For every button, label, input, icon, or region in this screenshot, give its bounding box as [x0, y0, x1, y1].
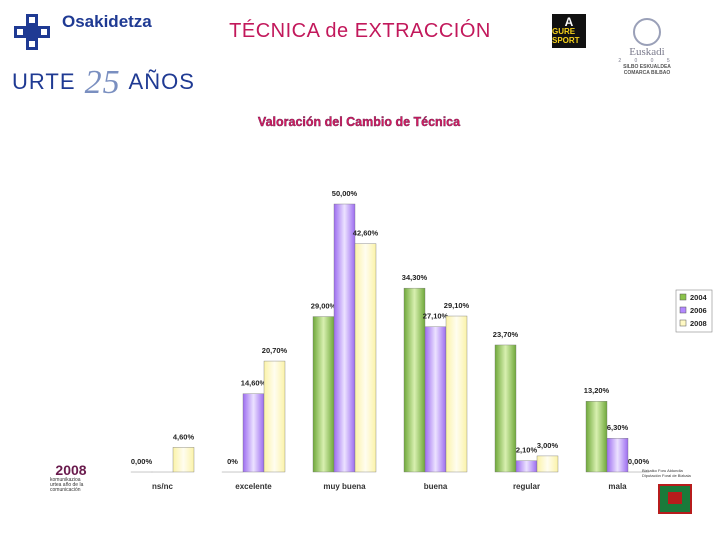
- data-label: 23,70%: [493, 330, 519, 339]
- bar-2008-0: [172, 447, 195, 473]
- urte-suffix: AÑOS: [128, 69, 195, 94]
- data-label: 42,60%: [353, 229, 379, 238]
- data-label: 50,00%: [332, 189, 358, 198]
- x-tick-label: ns/nc: [152, 482, 173, 491]
- euskadi-digits: 2 0 0 5: [618, 58, 676, 64]
- bar-2006-5: [606, 438, 629, 473]
- sport-badge-logo: A GURE SPORT: [552, 14, 586, 48]
- data-label: 0%: [227, 457, 238, 466]
- year-logo-text: komunikazioa urtea año de la comunicació…: [50, 477, 84, 493]
- chart-title: Valoración del Cambio de Técnica: [258, 115, 461, 129]
- org-name: Osakidetza: [62, 12, 152, 31]
- x-tick-label: buena: [424, 482, 448, 491]
- year-logo-number: 2008: [55, 462, 87, 478]
- anniversary-label: URTE 25 AÑOS: [12, 60, 195, 101]
- data-label: 14,60%: [241, 379, 267, 388]
- urte-prefix: URTE: [12, 69, 76, 94]
- euskadi-line1: SILBO ESKUALDEA: [623, 64, 671, 70]
- data-label: 0,00%: [628, 457, 650, 466]
- legend-label-2006: 2006: [690, 306, 707, 315]
- badge-text: GURE SPORT: [552, 26, 580, 45]
- legend-swatch-2004: [679, 293, 687, 301]
- urte-number: 25: [84, 64, 121, 101]
- bar-2004-2: [312, 316, 335, 473]
- legend-swatch-2006: [679, 306, 687, 314]
- bar-2006-3: [424, 326, 447, 473]
- x-tick-label: mala: [608, 482, 627, 491]
- legend-label-2004: 2004: [690, 293, 708, 302]
- bar-2004-5: [585, 401, 608, 473]
- data-label: 6,30%: [607, 423, 629, 432]
- euskadi-circle-icon: [633, 18, 661, 46]
- euskadi-word: Euskadi: [629, 46, 665, 58]
- data-label: 20,70%: [262, 346, 288, 355]
- foral-logo-text: Bizkaiko Foru Aldundia Diputación Foral …: [642, 468, 691, 478]
- data-label: 2,10%: [516, 446, 538, 455]
- legend-swatch-2008: [679, 319, 687, 327]
- shield-icon: [658, 484, 692, 514]
- bar-2008-4: [536, 455, 559, 473]
- bar-2006-1: [242, 393, 265, 473]
- communication-year-logo: 2008 komunikazioa urtea año de la comuni…: [50, 462, 92, 508]
- x-tick-label: regular: [513, 482, 540, 491]
- x-tick-label: muy buena: [323, 482, 366, 491]
- euskadi-2005-logo: Euskadi 2 0 0 5 SILBO ESKUALDEA COMARCA …: [614, 18, 680, 88]
- data-label: 3,00%: [537, 441, 559, 450]
- bar-2008-2: [354, 243, 377, 473]
- x-tick-label: excelente: [235, 482, 272, 491]
- data-label: 29,10%: [444, 301, 470, 310]
- bar-2006-4: [515, 460, 538, 473]
- legend-label-2008: 2008: [690, 319, 707, 328]
- data-label: 13,20%: [584, 386, 610, 395]
- data-label: 4,60%: [173, 432, 195, 441]
- page-title: TÉCNICA de EXTRACCIÓN: [229, 20, 491, 42]
- data-label: 34,30%: [402, 273, 428, 282]
- bar-2006-2: [333, 203, 356, 473]
- bar-2008-1: [263, 360, 286, 473]
- osakidetza-logo-icon: [14, 14, 50, 50]
- bar-2008-3: [445, 315, 468, 473]
- data-label: 0,00%: [131, 457, 153, 466]
- data-label: 27,10%: [423, 312, 449, 321]
- data-label: 29,00%: [311, 302, 337, 311]
- euskadi-line2: COMARCA BILBAO: [623, 70, 671, 76]
- badge-letter: A: [564, 14, 574, 29]
- bar-2004-4: [494, 344, 517, 473]
